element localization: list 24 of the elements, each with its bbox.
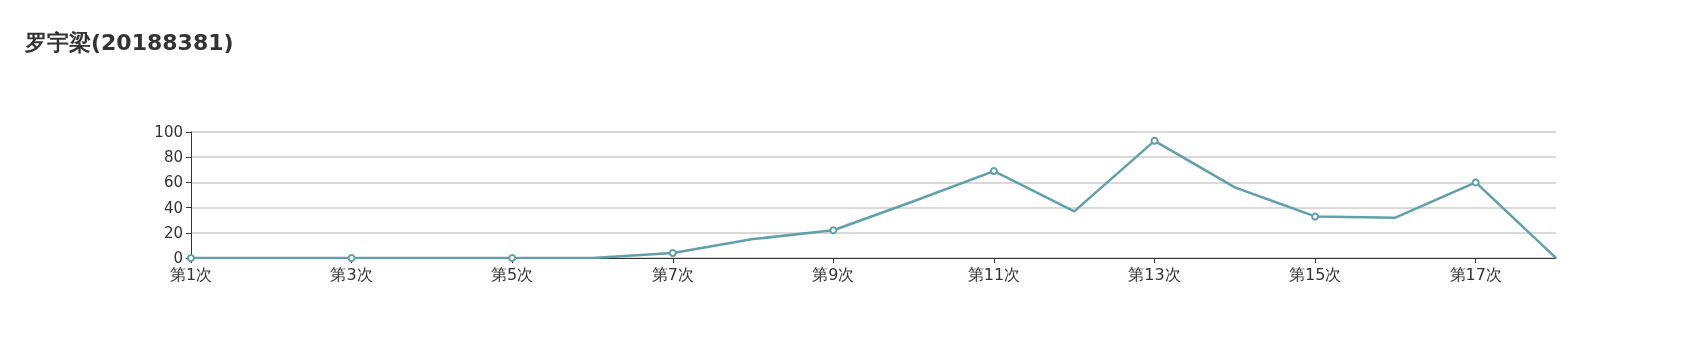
x-tick-label: 第17次	[1449, 264, 1502, 284]
y-tick-label: 60	[163, 173, 183, 192]
x-tick-label: 第15次	[1288, 264, 1342, 284]
point	[347, 254, 356, 262]
y-tick-label: 40	[163, 198, 183, 217]
x-tick-label: 第11次	[967, 264, 1021, 284]
point	[829, 226, 838, 235]
x-tick-label: 第13次	[1128, 264, 1181, 284]
point	[668, 248, 677, 257]
x-tick-label: 第1次	[169, 264, 213, 284]
y-tick-label: 0	[173, 249, 183, 267]
y-tick-label: 20	[163, 223, 183, 242]
point	[1311, 212, 1320, 221]
point	[1471, 178, 1480, 187]
chart-title: 罗宇梁(20188381)	[24, 29, 234, 55]
y-tick-label: 80	[163, 148, 183, 167]
point	[1150, 136, 1159, 145]
x-tick-label: 第9次	[812, 264, 855, 284]
x-tick-label: 第5次	[491, 264, 534, 284]
y-tick-label: 100	[154, 123, 183, 141]
point	[508, 254, 517, 262]
point	[989, 167, 998, 176]
x-tick-label: 第3次	[330, 264, 373, 284]
x-tick-label: 第7次	[651, 264, 694, 284]
